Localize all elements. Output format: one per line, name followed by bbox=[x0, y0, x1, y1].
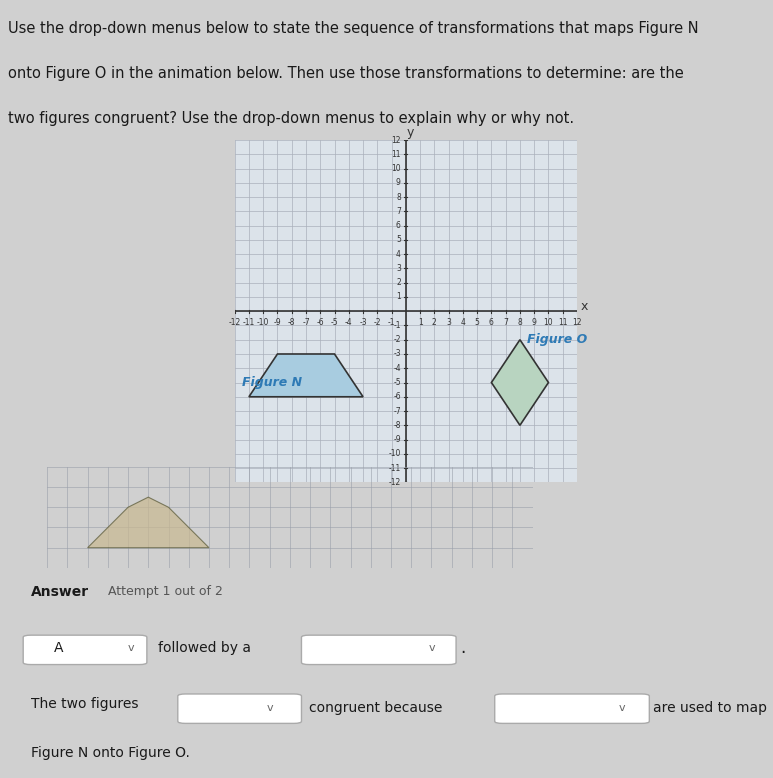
Text: two figures congruent? Use the drop-down menus to explain why or why not.: two figures congruent? Use the drop-down… bbox=[8, 110, 574, 125]
Text: Answer: Answer bbox=[31, 585, 89, 599]
Text: -1: -1 bbox=[393, 321, 401, 330]
Text: 7: 7 bbox=[503, 318, 508, 328]
Text: -1: -1 bbox=[388, 318, 395, 328]
Text: -6: -6 bbox=[393, 392, 401, 401]
Text: -11: -11 bbox=[389, 464, 401, 472]
Text: 4: 4 bbox=[396, 250, 401, 258]
Text: A: A bbox=[54, 641, 63, 655]
Text: followed by a: followed by a bbox=[158, 641, 251, 655]
Text: -2: -2 bbox=[373, 318, 381, 328]
Text: -4: -4 bbox=[393, 364, 401, 373]
Text: -5: -5 bbox=[393, 378, 401, 387]
Text: -12: -12 bbox=[389, 478, 401, 487]
Text: The two figures: The two figures bbox=[31, 698, 138, 711]
Text: 1: 1 bbox=[417, 318, 423, 328]
Text: -12: -12 bbox=[229, 318, 241, 328]
Text: 5: 5 bbox=[475, 318, 479, 328]
Text: -8: -8 bbox=[393, 421, 401, 429]
Text: are used to map: are used to map bbox=[653, 701, 767, 715]
Text: Figure O: Figure O bbox=[527, 333, 587, 346]
Text: 12: 12 bbox=[572, 318, 582, 328]
Text: 1: 1 bbox=[396, 293, 401, 301]
Text: 11: 11 bbox=[558, 318, 567, 328]
Text: 12: 12 bbox=[391, 135, 401, 145]
Text: 10: 10 bbox=[391, 164, 401, 173]
FancyBboxPatch shape bbox=[301, 635, 456, 664]
Text: 3: 3 bbox=[446, 318, 451, 328]
Text: 8: 8 bbox=[518, 318, 523, 328]
Text: -5: -5 bbox=[331, 318, 339, 328]
Text: -3: -3 bbox=[393, 349, 401, 359]
Text: 11: 11 bbox=[391, 150, 401, 159]
Polygon shape bbox=[249, 354, 363, 397]
Text: 9: 9 bbox=[396, 178, 401, 187]
Text: -9: -9 bbox=[393, 435, 401, 444]
Text: 7: 7 bbox=[396, 207, 401, 216]
Text: 4: 4 bbox=[461, 318, 465, 328]
Text: y: y bbox=[407, 126, 414, 139]
Text: -4: -4 bbox=[345, 318, 352, 328]
Polygon shape bbox=[492, 340, 549, 426]
Text: 8: 8 bbox=[396, 193, 401, 202]
Text: -8: -8 bbox=[288, 318, 295, 328]
Text: v: v bbox=[618, 703, 625, 713]
Text: Figure N onto Figure O.: Figure N onto Figure O. bbox=[31, 746, 190, 760]
Text: -2: -2 bbox=[393, 335, 401, 344]
Text: -6: -6 bbox=[316, 318, 324, 328]
Text: 6: 6 bbox=[396, 221, 401, 230]
Text: -3: -3 bbox=[359, 318, 367, 328]
Text: -10: -10 bbox=[389, 450, 401, 458]
Text: 9: 9 bbox=[532, 318, 536, 328]
Text: v: v bbox=[267, 703, 274, 713]
Text: -11: -11 bbox=[243, 318, 255, 328]
Text: congruent because: congruent because bbox=[309, 701, 443, 715]
Text: -10: -10 bbox=[257, 318, 269, 328]
Text: Attempt 1 out of 2: Attempt 1 out of 2 bbox=[108, 585, 223, 598]
Text: 10: 10 bbox=[543, 318, 553, 328]
Text: Figure N: Figure N bbox=[242, 376, 302, 389]
FancyBboxPatch shape bbox=[495, 694, 649, 724]
Text: Use the drop-down menus below to state the sequence of transformations that maps: Use the drop-down menus below to state t… bbox=[8, 21, 698, 36]
Text: x: x bbox=[581, 300, 587, 314]
Text: v: v bbox=[429, 643, 436, 653]
Polygon shape bbox=[87, 497, 209, 548]
Text: -7: -7 bbox=[302, 318, 310, 328]
Text: v: v bbox=[128, 643, 135, 653]
Text: -9: -9 bbox=[274, 318, 281, 328]
Text: 2: 2 bbox=[432, 318, 437, 328]
Text: 3: 3 bbox=[396, 264, 401, 273]
Text: 5: 5 bbox=[396, 236, 401, 244]
Text: onto Figure O in the animation below. Then use those transformations to determin: onto Figure O in the animation below. Th… bbox=[8, 66, 683, 81]
Text: .: . bbox=[460, 639, 465, 657]
Text: -7: -7 bbox=[393, 407, 401, 415]
FancyBboxPatch shape bbox=[178, 694, 301, 724]
FancyBboxPatch shape bbox=[23, 635, 147, 664]
Text: 6: 6 bbox=[489, 318, 494, 328]
Text: 2: 2 bbox=[396, 279, 401, 287]
